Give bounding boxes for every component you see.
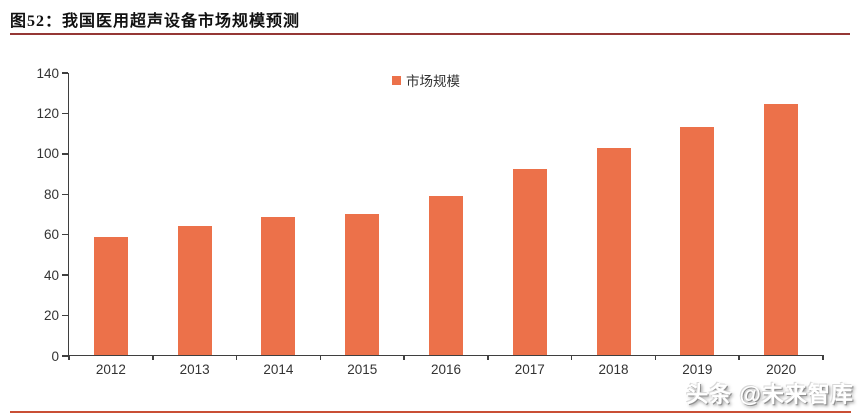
x-axis-tick [319,355,322,360]
x-axis-tick [68,355,70,360]
y-axis-tick [62,274,68,276]
bar-2014 [261,216,296,355]
x-axis-label: 2018 [598,362,629,377]
bar-2019 [680,126,715,355]
bar-chart-plot-area: 0 20 40 60 80 100 120 140 2012 2013 2014 2015 2016 20… [36,66,824,377]
x-axis-tick [822,355,824,360]
bar-2017 [512,169,547,355]
x-axis-tick [235,355,238,360]
y-axis-label: 80 [43,186,59,202]
bottom-divider-line [10,411,851,413]
y-axis-tick [62,355,68,357]
y-axis-tick [62,153,68,155]
x-axis-label: 2016 [430,362,462,377]
bar-2013 [177,225,212,355]
y-axis-label: 60 [43,227,59,243]
x-axis-tick [738,355,740,360]
legend-label: 市场规模 [406,74,460,89]
title-divider-line [10,33,850,35]
x-axis-label: 2020 [766,362,797,377]
bar-2018 [596,147,631,355]
y-axis-tick [62,233,68,236]
watermark-text: 头条 @未来智库 [686,382,854,407]
y-axis-tick [62,72,68,74]
x-axis-label: 2019 [682,362,713,377]
y-axis-tick [62,193,68,196]
x-axis-label: 2012 [95,362,126,377]
x-axis-label: 2013 [179,362,210,377]
x-axis-label: 2015 [347,362,378,377]
x-axis-label: 2017 [514,362,545,377]
bar-2012 [93,236,128,355]
y-axis-tick [62,314,68,317]
figure-title: 图52：我国医用超声设备市场规模预测 [10,13,301,30]
y-axis-label: 120 [36,105,59,121]
y-axis-label: 20 [43,308,59,324]
y-axis-label: 140 [36,65,59,81]
legend-marker-square [392,75,401,85]
x-axis-label: 2014 [263,362,294,377]
chart-legend: 市场规模 [392,70,460,90]
bar-2015 [345,213,380,355]
bar-2016 [429,196,463,355]
bar-2020 [764,104,799,355]
x-axis-tick [152,355,154,360]
x-axis-tick [487,355,489,360]
x-axis-tick [654,355,657,360]
y-axis-label: 0 [51,348,59,364]
x-axis-tick [403,355,405,360]
y-axis-tick [62,112,68,115]
y-axis-label: 40 [43,267,59,283]
x-axis-tick [570,355,573,360]
y-axis-label: 100 [36,146,59,162]
